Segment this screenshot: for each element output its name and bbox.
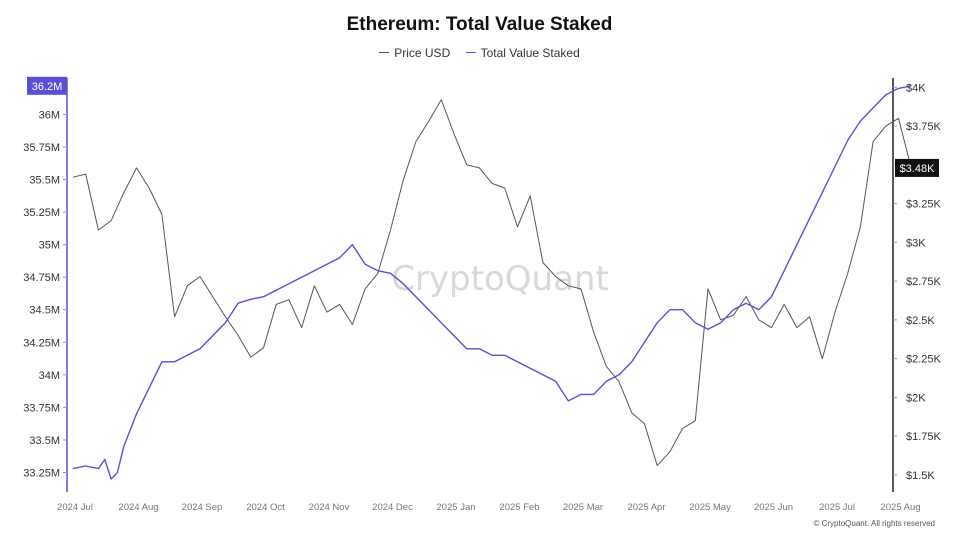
- x-tick-label: 2024 Aug: [118, 502, 158, 513]
- left-tick-label: 35.5M: [29, 175, 60, 187]
- legend: Price USD Total Value Staked: [0, 46, 959, 60]
- current-staked-badge: [27, 76, 67, 95]
- legend-item-staked[interactable]: Total Value Staked: [465, 46, 580, 60]
- copyright-notice: © CryptoQuant. All rights reserved: [813, 519, 936, 528]
- right-tick-label: $1.5K: [906, 470, 935, 482]
- right-tick-label: $3.25K: [906, 199, 942, 211]
- right-tick-label: $1.75K: [906, 431, 942, 443]
- left-tick-label: 34M: [39, 370, 60, 382]
- right-tick-label: $2K: [906, 392, 926, 404]
- x-tick-label: 2024 Jul: [57, 502, 93, 513]
- x-tick-label: 2025 May: [689, 502, 731, 513]
- x-tick-label: 2024 Nov: [309, 502, 350, 513]
- x-tick-label: 2024 Dec: [372, 502, 413, 513]
- left-tick-label: 36M: [39, 109, 60, 121]
- legend-swatch-staked: [465, 52, 476, 54]
- left-tick-label: 34.25M: [23, 337, 60, 349]
- left-tick-label: 34.75M: [23, 272, 60, 284]
- chart-title: Ethereum: Total Value Staked: [346, 14, 613, 35]
- right-tick-label: $2.25K: [906, 354, 942, 366]
- left-tick-label: 34.5M: [29, 305, 60, 317]
- right-tick-label: $3.75K: [906, 121, 942, 133]
- left-tick-label: 35.25M: [23, 207, 60, 219]
- watermark-text: CryptoQuant: [391, 259, 609, 299]
- legend-swatch-price: [379, 52, 390, 54]
- total-value-staked-line: [72, 85, 912, 480]
- legend-item-price[interactable]: Price USD: [379, 46, 450, 60]
- legend-label-staked: Total Value Staked: [480, 46, 580, 60]
- right-tick-label: $2.75K: [906, 276, 942, 288]
- current-staked-label: 36.2M: [32, 81, 63, 93]
- price-usd-line: [72, 99, 912, 467]
- x-tick-label: 2024 Sep: [182, 502, 223, 513]
- left-tick-label: 33.25M: [23, 467, 60, 479]
- left-tick-label: 33.75M: [23, 402, 60, 414]
- left-tick-label: 35M: [39, 240, 60, 252]
- left-tick-label: 33.5M: [29, 435, 60, 447]
- x-tick-label: 2025 Jan: [436, 502, 475, 513]
- left-tick-label: 35.75M: [23, 142, 60, 154]
- x-tick-label: 2025 Mar: [563, 502, 603, 513]
- x-tick-label: 2025 Apr: [627, 502, 665, 513]
- right-tick-label: $2.5K: [906, 315, 935, 327]
- x-tick-label: 2025 Jun: [754, 502, 793, 513]
- legend-label-price: Price USD: [394, 46, 451, 60]
- x-tick-label: 2024 Oct: [246, 502, 285, 513]
- x-tick-label: 2025 Aug: [880, 502, 920, 513]
- x-tick-label: 2025 Jul: [819, 502, 855, 513]
- current-price-label: $3.48K: [900, 163, 936, 175]
- x-tick-label: 2025 Feb: [499, 502, 539, 513]
- current-price-badge: [895, 158, 939, 177]
- right-tick-label: $4K: [906, 82, 926, 94]
- right-tick-label: $3K: [906, 237, 926, 249]
